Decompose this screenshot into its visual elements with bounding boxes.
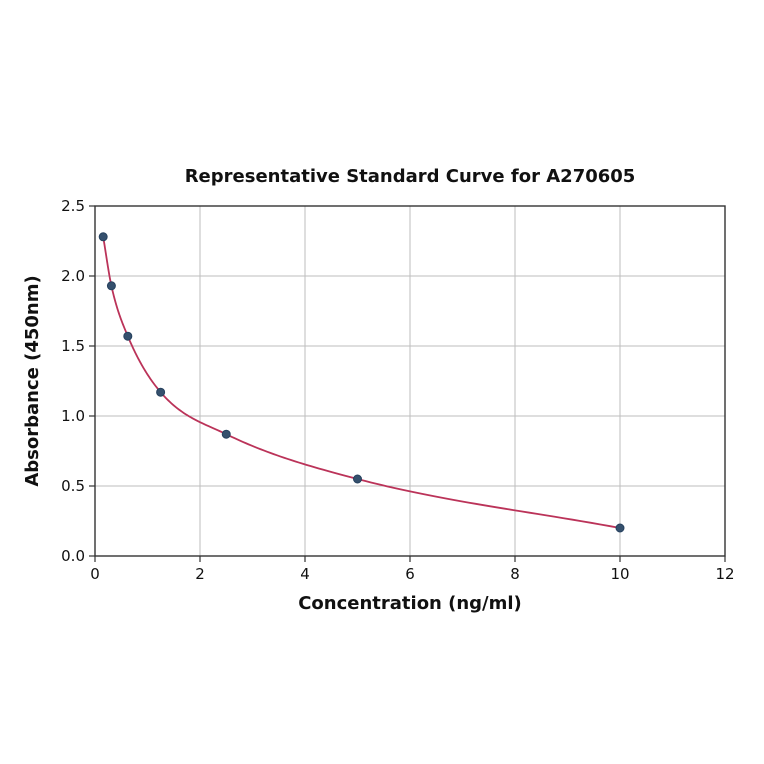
y-axis-label: Absorbance (450nm) (22, 275, 43, 486)
axis-ticks: 0 2 4 6 8 10 12 0.0 0.5 1.0 1.5 2.0 2.5 (61, 197, 734, 583)
x-tick-label: 4 (300, 565, 310, 583)
data-point-marker (221, 429, 231, 439)
data-point-marker (123, 331, 133, 341)
y-tick-label: 0.5 (61, 477, 85, 495)
y-tick-label: 2.5 (61, 197, 85, 215)
x-tick-label: 10 (610, 565, 629, 583)
fit-curve-line (102, 235, 621, 529)
y-tick-label: 1.0 (61, 407, 85, 425)
data-point-marker (156, 387, 166, 397)
data-points (98, 232, 625, 533)
y-tick-label: 0.0 (61, 547, 85, 565)
chart-title: Representative Standard Curve for A27060… (185, 166, 636, 187)
data-point-marker (615, 523, 625, 533)
fit-curve (102, 235, 621, 529)
x-tick-label: 2 (195, 565, 205, 583)
gridlines (94, 205, 726, 557)
x-tick-label: 8 (510, 565, 520, 583)
x-tick-label: 0 (90, 565, 100, 583)
x-tick-label: 12 (715, 565, 734, 583)
data-point-marker (106, 281, 116, 291)
y-tick-label: 1.5 (61, 337, 85, 355)
y-tick-label: 2.0 (61, 267, 85, 285)
data-point-marker (98, 232, 108, 242)
x-axis-label: Concentration (ng/ml) (298, 593, 522, 614)
x-tick-label: 6 (405, 565, 415, 583)
data-point-marker (353, 474, 362, 484)
